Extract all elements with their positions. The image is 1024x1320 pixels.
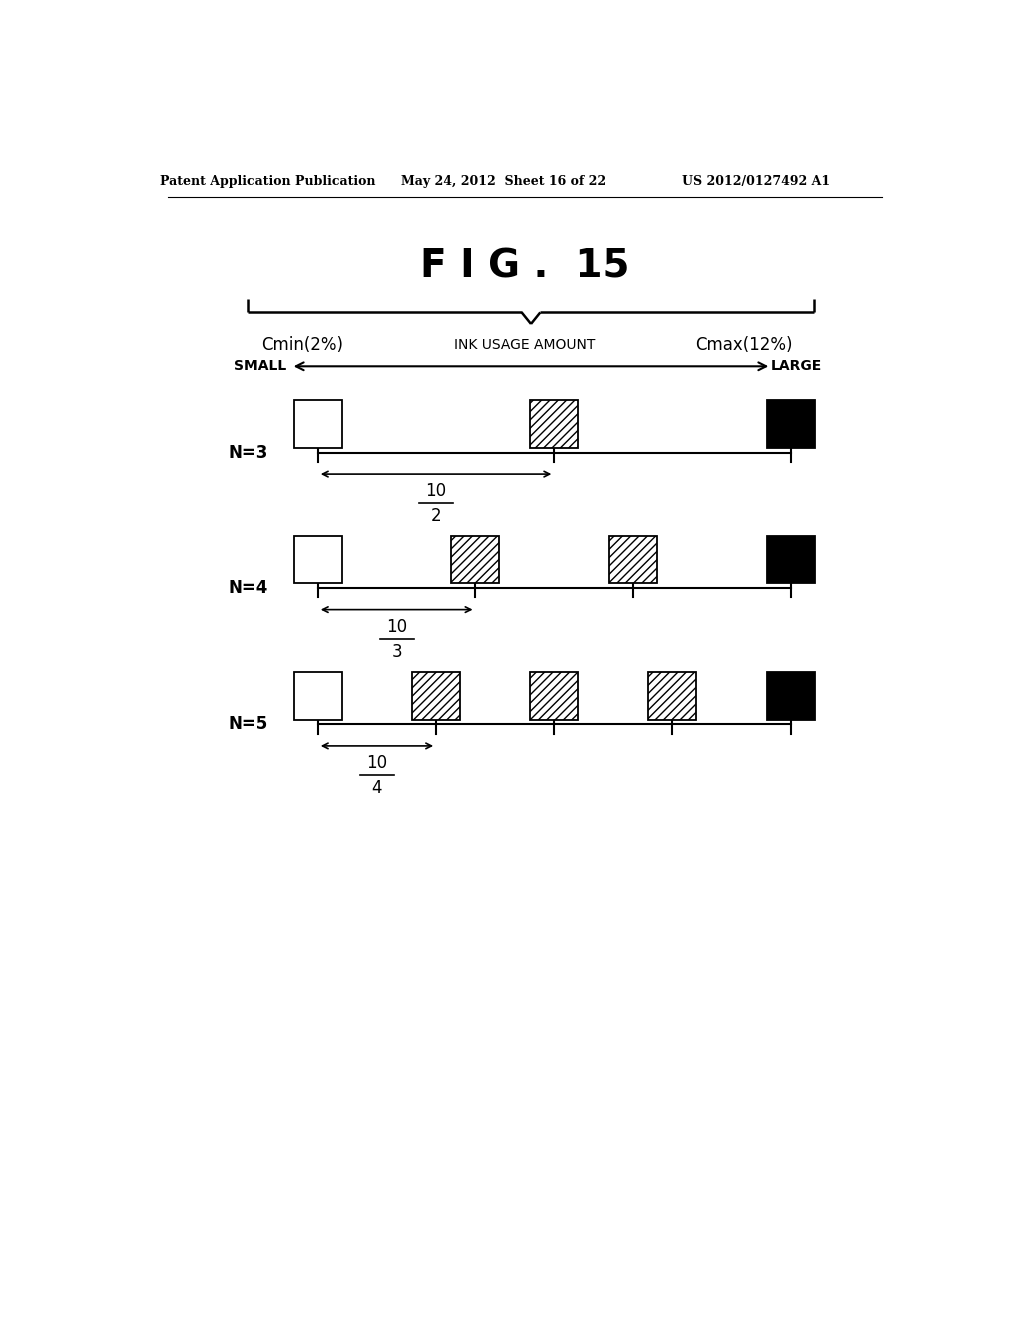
Text: F I G .  15: F I G . 15 xyxy=(420,247,630,285)
Text: N=4: N=4 xyxy=(228,579,268,597)
Bar xyxy=(412,672,460,719)
Text: N=5: N=5 xyxy=(228,715,267,734)
Bar xyxy=(767,536,815,583)
Text: May 24, 2012  Sheet 16 of 22: May 24, 2012 Sheet 16 of 22 xyxy=(401,176,606,187)
Bar xyxy=(294,672,342,719)
Text: 10: 10 xyxy=(367,754,387,772)
Text: INK USAGE AMOUNT: INK USAGE AMOUNT xyxy=(454,338,596,351)
Bar xyxy=(767,400,815,447)
Text: Cmax(12%): Cmax(12%) xyxy=(695,335,793,354)
Text: 10: 10 xyxy=(386,618,408,635)
Text: 10: 10 xyxy=(426,482,446,500)
Text: N=3: N=3 xyxy=(228,444,268,462)
Bar xyxy=(609,536,657,583)
Bar xyxy=(530,400,579,447)
Text: US 2012/0127492 A1: US 2012/0127492 A1 xyxy=(682,176,829,187)
Text: LARGE: LARGE xyxy=(770,359,821,374)
Bar xyxy=(648,672,696,719)
Text: 2: 2 xyxy=(431,507,441,525)
Text: SMALL: SMALL xyxy=(233,359,286,374)
Bar xyxy=(767,672,815,719)
Bar xyxy=(294,536,342,583)
Text: Patent Application Publication: Patent Application Publication xyxy=(160,176,375,187)
Bar xyxy=(530,672,579,719)
Bar xyxy=(452,536,500,583)
Text: Cmin(2%): Cmin(2%) xyxy=(261,335,343,354)
Text: 3: 3 xyxy=(391,643,402,661)
Bar xyxy=(294,400,342,447)
Text: 4: 4 xyxy=(372,779,382,797)
